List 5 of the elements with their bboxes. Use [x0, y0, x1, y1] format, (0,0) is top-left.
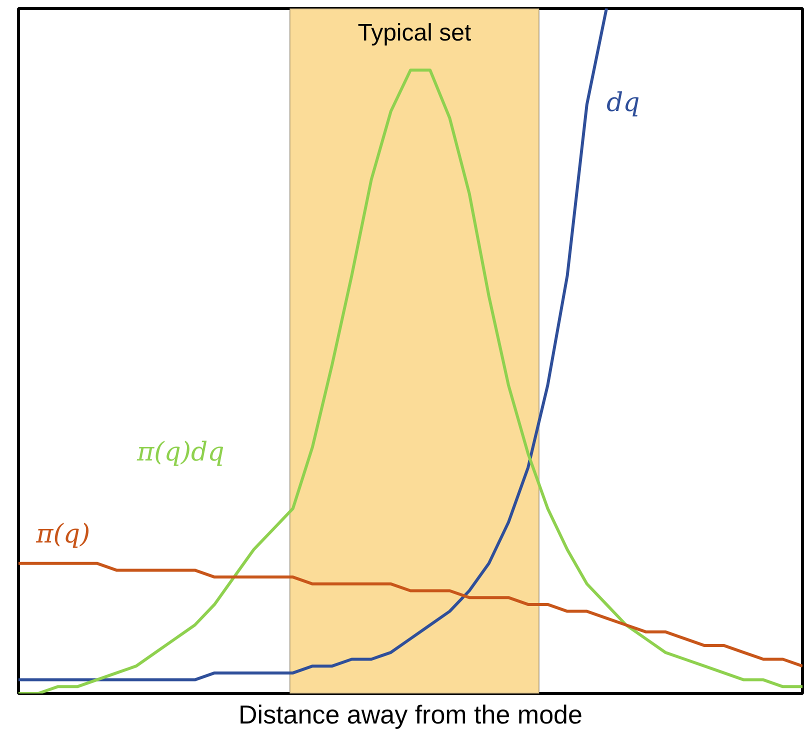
x-axis-title: Distance away from the mode: [238, 700, 582, 730]
series-label: π(q): [35, 520, 90, 550]
annotation: Typical set: [358, 20, 472, 46]
text: π(q)dq: [136, 437, 224, 468]
series-label: dq: [606, 88, 640, 118]
